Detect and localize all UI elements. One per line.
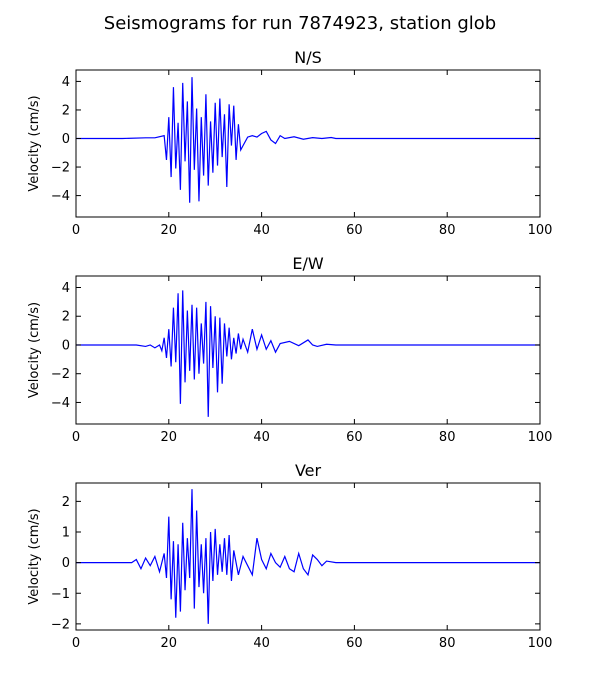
x-tick-label: 100	[528, 223, 553, 238]
y-axis-label: Velocity (cm/s)	[27, 508, 42, 604]
panel-title: Ver	[295, 461, 322, 480]
x-tick-label: 60	[346, 223, 363, 238]
x-tick-label: 0	[72, 223, 80, 238]
x-tick-label: 0	[72, 430, 80, 445]
series-line-2-0	[76, 489, 540, 624]
y-tick-label: −4	[51, 189, 70, 204]
y-tick-label: 4	[62, 75, 70, 90]
y-tick-label: 4	[62, 281, 70, 296]
x-tick-label: 60	[346, 430, 363, 445]
x-tick-label: 20	[161, 636, 178, 651]
y-tick-label: −2	[51, 367, 70, 382]
y-tick-label: −1	[51, 587, 70, 602]
panel-title: N/S	[294, 48, 322, 67]
x-tick-label: 40	[253, 430, 270, 445]
y-tick-label: −2	[51, 161, 70, 176]
x-tick-label: 80	[439, 223, 456, 238]
y-tick-label: 0	[62, 556, 70, 571]
panel-0: 0 20 40 60 80 100 −4 −2 0 2 4 N/S Velocity (cm/s)	[27, 48, 552, 238]
y-tick-label: 1	[62, 526, 70, 541]
x-tick-label: 60	[346, 636, 363, 651]
y-tick-label: 2	[62, 310, 70, 325]
x-tick-label: 100	[528, 430, 553, 445]
y-tick-label: −2	[51, 617, 70, 632]
x-tick-label: 0	[72, 636, 80, 651]
panel-2: 0 20 40 60 80 100 −2 −1 0 1 2 Ver Velocity (cm/s)	[27, 461, 552, 651]
y-tick-label: −4	[51, 396, 70, 411]
x-tick-label: 80	[439, 636, 456, 651]
y-tick-label: 2	[62, 103, 70, 118]
y-tick-label: 0	[62, 132, 70, 147]
series-line-0-0	[76, 77, 540, 203]
y-axis-label: Velocity (cm/s)	[27, 95, 42, 191]
x-tick-label: 40	[253, 223, 270, 238]
x-tick-label: 100	[528, 636, 553, 651]
x-tick-label: 80	[439, 430, 456, 445]
y-tick-label: 0	[62, 338, 70, 353]
x-tick-label: 20	[161, 223, 178, 238]
y-tick-label: 2	[62, 495, 70, 510]
panel-1: 0 20 40 60 80 100 −4 −2 0 2 4 E/W Velocity (cm/s)	[27, 254, 552, 445]
panel-title: E/W	[292, 254, 324, 273]
x-tick-label: 40	[253, 636, 270, 651]
plot-frame	[75, 69, 541, 218]
figure-title: Seismograms for run 7874923, station glo…	[104, 13, 496, 34]
plot-frame	[75, 482, 541, 631]
series-line-1-0	[76, 290, 540, 417]
x-tick-label: 20	[161, 430, 178, 445]
y-axis-label: Velocity (cm/s)	[27, 302, 42, 398]
plot-frame	[75, 275, 541, 425]
